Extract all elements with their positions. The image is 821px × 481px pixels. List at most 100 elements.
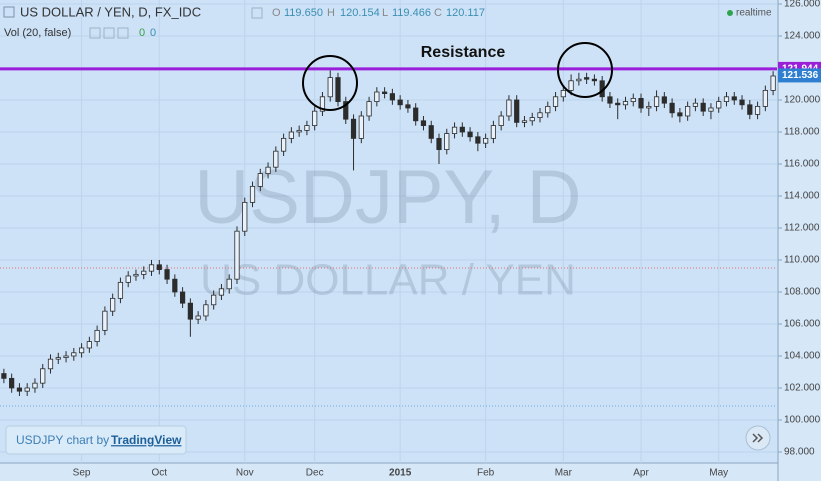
- candle-body: [257, 173, 263, 187]
- candle-body: [560, 89, 566, 98]
- y-tick-label: 108.000: [784, 287, 821, 298]
- candle-body: [288, 131, 294, 139]
- y-tick-label: 110.000: [784, 255, 820, 266]
- candle-body: [584, 77, 590, 80]
- candle-body: [203, 304, 209, 317]
- candle-body: [700, 102, 706, 112]
- candle-body: [498, 115, 504, 126]
- symbol-title: US DOLLAR / YEN, D, FX_IDC: [20, 4, 201, 19]
- candle-body: [211, 294, 217, 306]
- candle-body: [754, 105, 761, 115]
- y-tick-label: 114.000: [784, 191, 820, 202]
- watermark-symbol: USDJPY, D: [194, 155, 581, 240]
- candle-body: [343, 101, 349, 120]
- candle-body: [125, 275, 131, 283]
- x-tick-label: Nov: [236, 468, 254, 479]
- candle-body: [591, 78, 598, 82]
- candle-body: [9, 377, 15, 389]
- ohlc-value: 120.117: [446, 7, 485, 19]
- y-tick-label: 112.000: [784, 223, 820, 234]
- candle-body: [545, 105, 551, 114]
- candle-body: [242, 201, 248, 232]
- candle-body: [615, 102, 621, 106]
- candle-body: [366, 101, 372, 117]
- candle-body: [490, 125, 496, 139]
- candle-body: [187, 302, 193, 320]
- candle-body: [335, 77, 341, 102]
- y-tick-label: 120.000: [784, 95, 821, 106]
- candle-body: [195, 315, 201, 320]
- indicator-value: 0: [139, 27, 145, 39]
- highlight-circle: [557, 42, 613, 98]
- candle-body: [218, 288, 225, 296]
- price-tag-label: 121.536: [782, 70, 819, 81]
- candle-body: [281, 137, 287, 152]
- plot: [0, 67, 777, 407]
- candle-body: [94, 329, 100, 342]
- candle-body: [141, 270, 147, 275]
- settings-icon[interactable]: [251, 7, 263, 19]
- x-tick-label: Mar: [555, 468, 573, 479]
- candle-body: [389, 93, 395, 101]
- indicator-icon[interactable]: [117, 27, 129, 39]
- y-tick-label: 98.000: [784, 447, 815, 458]
- credit-link[interactable]: TradingView: [111, 433, 182, 447]
- ohlc-key: C: [434, 7, 442, 19]
- candle-body: [529, 117, 535, 122]
- scroll-button-icon: [752, 433, 764, 443]
- candle-body: [459, 126, 465, 133]
- candle-body: [273, 150, 279, 168]
- y-tick-label: 106.000: [784, 319, 821, 330]
- candle-body: [428, 125, 434, 139]
- candle-body: [521, 120, 528, 123]
- candle-body: [685, 105, 691, 117]
- y-tick-label: 102.000: [784, 383, 821, 394]
- candle-body: [514, 99, 520, 123]
- indicator-value: 0: [150, 27, 156, 39]
- candle-body: [669, 102, 675, 114]
- candle-body: [653, 96, 660, 107]
- x-tick-label: May: [709, 468, 728, 479]
- ohlc-value: 120.154: [340, 7, 380, 19]
- candle-body: [304, 125, 310, 131]
- ohlc-key: L: [382, 7, 388, 19]
- candle-body: [537, 112, 543, 118]
- credit-box: USDJPY chart by TradingView: [5, 425, 187, 455]
- candle-body: [133, 273, 139, 277]
- indicator-icon[interactable]: [103, 27, 115, 39]
- scroll-button[interactable]: [745, 425, 771, 451]
- candle-body: [451, 126, 458, 134]
- x-tick-label: Feb: [477, 468, 495, 479]
- candle-body: [506, 99, 512, 117]
- candle-body: [40, 368, 46, 384]
- candle-body: [312, 110, 318, 126]
- candle-body: [63, 355, 69, 358]
- candle-body: [234, 230, 240, 280]
- candle-body: [358, 115, 364, 139]
- candle-body: [350, 118, 357, 139]
- resistance-annotation: Resistance: [421, 44, 506, 61]
- x-tick-label: 2015: [389, 468, 412, 479]
- candle-body: [102, 310, 108, 331]
- candle-body: [47, 358, 54, 370]
- indicator-icon[interactable]: [89, 27, 101, 39]
- candle-body: [731, 96, 737, 101]
- y-tick-label: 116.000: [784, 159, 820, 170]
- candle-body: [55, 357, 61, 360]
- y-tick-label: 118.000: [784, 127, 820, 138]
- candle-body: [78, 347, 85, 354]
- watermark-description: US DOLLAR / YEN: [200, 256, 576, 305]
- candle-body: [374, 91, 380, 102]
- status-dot: [727, 10, 733, 16]
- candle-body: [483, 137, 489, 144]
- candle-body: [117, 281, 124, 299]
- candle-body: [24, 387, 30, 392]
- collapse-icon[interactable]: [3, 6, 15, 18]
- candle-body: [646, 105, 652, 109]
- candle-body: [172, 278, 178, 293]
- candle-body: [568, 80, 574, 91]
- candle-body: [71, 352, 77, 357]
- candle-body: [467, 131, 473, 138]
